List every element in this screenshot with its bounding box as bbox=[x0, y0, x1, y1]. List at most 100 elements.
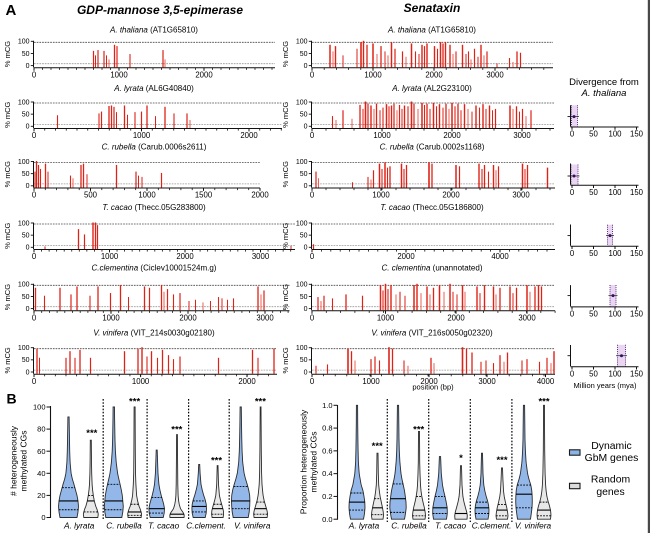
svg-text:1000: 1000 bbox=[372, 191, 390, 200]
svg-text:A. lyrata (AL6G40840): A. lyrata (AL6G40840) bbox=[113, 84, 194, 93]
svg-text:20: 20 bbox=[37, 491, 45, 500]
svg-text:3000: 3000 bbox=[518, 314, 536, 323]
svg-text:2000: 2000 bbox=[251, 191, 269, 200]
svg-text:0: 0 bbox=[570, 249, 575, 258]
svg-text:1000: 1000 bbox=[138, 191, 156, 200]
svg-text:150: 150 bbox=[630, 310, 644, 319]
svg-text:50: 50 bbox=[589, 370, 598, 379]
svg-text:0: 0 bbox=[26, 306, 30, 313]
svg-text:% mCG: % mCG bbox=[3, 347, 12, 373]
svg-text:0: 0 bbox=[26, 124, 30, 131]
svg-text:***: *** bbox=[496, 455, 507, 466]
svg-text:0: 0 bbox=[310, 71, 315, 80]
svg-text:0.8: 0.8 bbox=[322, 424, 332, 433]
svg-text:0: 0 bbox=[26, 369, 30, 376]
svg-text:0: 0 bbox=[41, 513, 45, 522]
svg-text:50: 50 bbox=[589, 188, 598, 197]
svg-text:50: 50 bbox=[300, 233, 308, 240]
svg-text:100: 100 bbox=[18, 345, 30, 352]
svg-text:50: 50 bbox=[22, 294, 30, 301]
svg-text:V. vinifera: V. vinifera bbox=[234, 521, 271, 531]
svg-text:50: 50 bbox=[22, 233, 30, 240]
svg-text:0: 0 bbox=[304, 306, 308, 313]
svg-text:0: 0 bbox=[570, 310, 575, 319]
svg-text:50: 50 bbox=[300, 357, 308, 364]
svg-text:A. lyrata (AL2G23100): A. lyrata (AL2G23100) bbox=[391, 84, 472, 93]
svg-text:T. cacao: T. cacao bbox=[148, 521, 179, 531]
svg-text:0.6: 0.6 bbox=[322, 447, 332, 456]
svg-text:0: 0 bbox=[304, 245, 308, 252]
svg-text:C.clementina (Ciclev10001524m.: C.clementina (Ciclev10001524m.g) bbox=[92, 264, 217, 273]
svg-text:% mCG: % mCG bbox=[281, 284, 290, 310]
svg-text:C. rubella: C. rubella bbox=[106, 521, 142, 531]
svg-text:0: 0 bbox=[32, 314, 37, 323]
svg-text:A. thaliana (AT1G65810): A. thaliana (AT1G65810) bbox=[387, 26, 476, 35]
svg-text:1000: 1000 bbox=[110, 71, 128, 80]
svg-text:C. clementina (unannotated): C. clementina (unannotated) bbox=[382, 264, 483, 273]
svg-text:0: 0 bbox=[570, 130, 575, 139]
svg-text:C.clement.: C.clement. bbox=[186, 521, 226, 531]
svg-text:% mCG: % mCG bbox=[3, 41, 12, 67]
svg-text:2000: 2000 bbox=[420, 377, 438, 386]
svg-text:% mCG: % mCG bbox=[3, 161, 12, 187]
svg-text:% mCG: % mCG bbox=[281, 223, 290, 249]
svg-text:80: 80 bbox=[37, 425, 45, 434]
svg-text:0: 0 bbox=[310, 377, 315, 386]
svg-text:% mCG: % mCG bbox=[3, 102, 12, 128]
svg-text:T. cacao: T. cacao bbox=[435, 521, 466, 531]
svg-text:B: B bbox=[7, 391, 17, 407]
svg-text:100: 100 bbox=[33, 403, 46, 412]
svg-text:Dynamic: Dynamic bbox=[591, 441, 631, 452]
svg-text:0: 0 bbox=[570, 188, 575, 197]
svg-text:0: 0 bbox=[26, 63, 30, 70]
svg-text:50: 50 bbox=[589, 310, 598, 319]
svg-text:***: *** bbox=[86, 428, 97, 439]
svg-text:2000: 2000 bbox=[447, 314, 465, 323]
svg-text:***: *** bbox=[413, 425, 424, 436]
svg-text:0: 0 bbox=[304, 63, 308, 70]
svg-text:***: *** bbox=[171, 425, 182, 436]
svg-text:100: 100 bbox=[296, 99, 308, 106]
svg-text:1000: 1000 bbox=[364, 71, 382, 80]
svg-text:C. rubella: C. rubella bbox=[391, 521, 427, 531]
svg-text:4000: 4000 bbox=[491, 252, 509, 261]
svg-text:***: *** bbox=[129, 397, 140, 408]
svg-text:0: 0 bbox=[32, 252, 37, 261]
svg-text:Proportion heterogeneously: Proportion heterogeneously bbox=[299, 409, 309, 514]
svg-text:Divergence from: Divergence from bbox=[569, 77, 639, 88]
svg-text:*: * bbox=[459, 453, 463, 464]
svg-text:0.4: 0.4 bbox=[322, 469, 332, 478]
svg-text:3000: 3000 bbox=[486, 71, 504, 80]
svg-text:***: *** bbox=[211, 456, 222, 467]
svg-text:0: 0 bbox=[310, 191, 315, 200]
svg-text:***: *** bbox=[538, 397, 549, 408]
svg-text:100: 100 bbox=[18, 39, 30, 46]
svg-text:50: 50 bbox=[22, 112, 30, 119]
svg-text:50: 50 bbox=[22, 357, 30, 364]
svg-text:0: 0 bbox=[570, 370, 575, 379]
svg-text:GbM genes: GbM genes bbox=[585, 453, 639, 464]
svg-text:GDP-mannose 3,5-epimerase: GDP-mannose 3,5-epimerase bbox=[77, 3, 243, 17]
svg-text:100: 100 bbox=[608, 370, 622, 379]
svg-text:Million years (mya): Million years (mya) bbox=[574, 381, 637, 390]
svg-text:genes: genes bbox=[596, 487, 624, 498]
svg-text:40: 40 bbox=[37, 469, 45, 478]
svg-text:Senataxin: Senataxin bbox=[404, 1, 461, 15]
svg-text:50: 50 bbox=[22, 171, 30, 178]
svg-text:V. vinifera (VIT_214s0030g0218: V. vinifera (VIT_214s0030g02180) bbox=[93, 329, 215, 338]
svg-text:50: 50 bbox=[589, 249, 598, 258]
svg-text:1500: 1500 bbox=[195, 191, 213, 200]
svg-text:100: 100 bbox=[18, 282, 30, 289]
svg-text:2000: 2000 bbox=[238, 377, 256, 386]
svg-text:2000: 2000 bbox=[442, 191, 460, 200]
svg-text:1000: 1000 bbox=[102, 314, 120, 323]
svg-text:2000: 2000 bbox=[179, 314, 197, 323]
svg-text:1000: 1000 bbox=[373, 131, 391, 140]
svg-text:1.0: 1.0 bbox=[322, 401, 332, 410]
svg-text:3000: 3000 bbox=[252, 252, 270, 261]
svg-text:100: 100 bbox=[296, 282, 308, 289]
svg-text:0: 0 bbox=[32, 191, 37, 200]
svg-text:150: 150 bbox=[630, 249, 644, 258]
svg-text:A: A bbox=[6, 2, 17, 19]
svg-text:T. cacao (Thecc.05G186800): T. cacao (Thecc.05G186800) bbox=[380, 203, 484, 212]
